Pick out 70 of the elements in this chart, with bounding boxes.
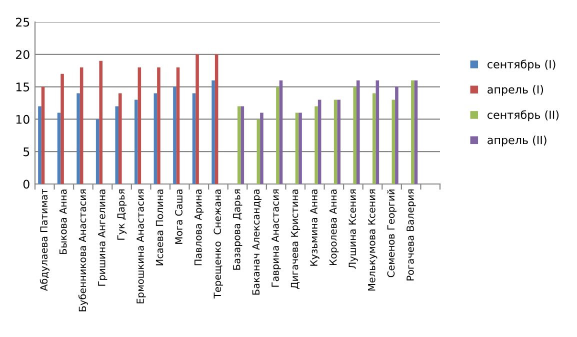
bar: [80, 67, 84, 184]
x-tick-label: Мелькумова Ксения: [368, 190, 378, 291]
x-tick-label: Абдулаева Патимат: [40, 189, 50, 291]
bar: [154, 93, 158, 184]
x-tick-label: Лушина Ксения: [348, 190, 358, 269]
bar: [76, 93, 80, 184]
bar: [314, 106, 318, 184]
bar: [212, 80, 215, 184]
y-tick-label: 5: [24, 147, 30, 156]
x-tick-label: Быкова Анна: [60, 190, 67, 254]
x-tick-label: Гришина Ангелина: [98, 190, 108, 286]
bar: [337, 100, 340, 184]
y-tick-label: 10: [16, 114, 30, 124]
bar: [96, 119, 100, 184]
bar: [41, 86, 45, 184]
bar: [115, 106, 119, 184]
y-tick-label: 25: [16, 18, 30, 27]
bar: [411, 80, 414, 184]
legend-label: апрель (II): [488, 136, 546, 146]
bar: [240, 106, 244, 184]
bar: [353, 86, 356, 184]
bar: [256, 119, 260, 184]
bar: [334, 100, 338, 184]
bar: [376, 80, 380, 184]
bar: [414, 80, 418, 184]
x-tick-label: Бубенникова Анастасия: [78, 190, 88, 312]
bar: [134, 100, 138, 184]
x-tick-label: Гук Дарья: [117, 190, 126, 240]
x-tick-label: Баканач Александра: [252, 190, 262, 295]
bar: [38, 106, 42, 184]
bar: [279, 80, 283, 184]
bar: [173, 86, 176, 184]
x-tick-label: Рогачева Валерия: [406, 190, 416, 280]
legend-label: апрель (I): [488, 85, 544, 96]
bar: [118, 93, 122, 184]
bar: [157, 67, 160, 184]
bar: [356, 80, 360, 184]
x-tick-label: Гаврина Анастасия: [272, 190, 281, 287]
x-tick-label: Мога Саша: [175, 190, 182, 244]
bar: [138, 67, 142, 184]
legend-label: сентябрь (II): [488, 110, 559, 122]
x-tick-label: Кузьмина Анна: [310, 190, 320, 266]
x-tick-label: Ермошкина Анастасия: [136, 190, 146, 304]
bar: [276, 86, 280, 184]
bar: [392, 100, 396, 184]
bar: [318, 100, 322, 184]
x-tick-label: Терещенко Снежана: [214, 190, 223, 298]
bar: [99, 60, 102, 184]
bar: [298, 112, 302, 184]
bar: [214, 54, 218, 184]
bar: [192, 93, 196, 184]
y-tick-label: 20: [16, 50, 30, 60]
bar: [176, 67, 180, 184]
bar: [260, 112, 264, 184]
bar: [60, 74, 64, 184]
x-tick-label: Королева Анна: [330, 190, 339, 266]
y-tick-label: 15: [16, 82, 30, 92]
bar: [372, 93, 376, 184]
x-tick-label: Исаева Полина: [156, 190, 164, 266]
x-tick-label: Дигачева Кристина: [290, 190, 300, 289]
x-tick-label: Базарова Дарья: [233, 190, 242, 270]
y-tick-label: 0: [23, 180, 30, 189]
bar: [238, 106, 241, 184]
x-tick-label: Павлова Арина: [194, 190, 204, 266]
bar: [295, 112, 299, 184]
bar: [395, 86, 398, 184]
x-tick-label: Семенов Георгий: [387, 190, 396, 278]
legend-label: сентябрь (I): [488, 60, 556, 71]
bar: [196, 54, 199, 184]
bar: [57, 112, 61, 184]
